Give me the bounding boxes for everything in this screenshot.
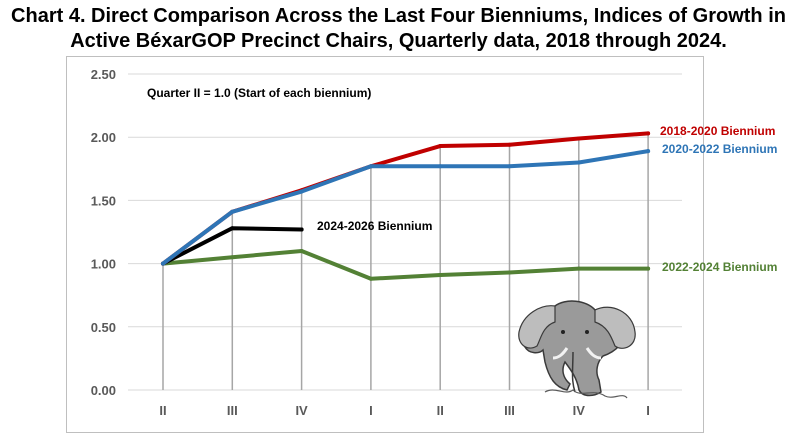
data-point	[438, 144, 443, 149]
series-label: 2018-2020 Biennium	[660, 124, 775, 138]
data-point	[646, 131, 651, 136]
x-tick-label: III	[504, 403, 515, 418]
data-point	[299, 227, 304, 232]
y-tick-label: 2.50	[91, 67, 116, 82]
data-point	[507, 142, 512, 147]
series-line	[161, 131, 651, 266]
chart-annotation: Quarter II = 1.0 (Start of each biennium…	[147, 86, 371, 100]
data-point	[438, 272, 443, 277]
y-tick-label: 1.00	[91, 257, 116, 272]
data-point	[438, 164, 443, 169]
elephant-illustration	[518, 300, 636, 399]
data-point	[230, 209, 235, 214]
x-axis-ticks: II III IV I II III IV I	[159, 403, 650, 418]
data-point	[299, 248, 304, 253]
data-point	[576, 136, 581, 141]
data-point	[646, 266, 651, 271]
series-label: 2020-2022 Biennium	[662, 142, 777, 156]
series-labels: 2018-2020 Biennium 2020-2022 Biennium 2022…	[317, 124, 777, 274]
chart-title-line-2: Active BéxarGOP Precinct Chairs, Quarter…	[70, 30, 727, 52]
series-line	[161, 149, 651, 266]
x-tick-label: IV	[295, 403, 308, 418]
x-tick-label: IV	[573, 403, 586, 418]
data-point	[507, 270, 512, 275]
series-label: 2024-2026 Biennium	[317, 219, 432, 233]
data-point	[368, 276, 373, 281]
data-point	[576, 160, 581, 165]
series-line	[161, 248, 651, 281]
data-point	[161, 261, 165, 266]
data-point	[646, 149, 651, 154]
y-tick-label: 0.50	[91, 320, 116, 335]
x-tick-label: III	[227, 403, 238, 418]
x-tick-label: II	[159, 403, 166, 418]
data-point	[230, 226, 235, 231]
data-point	[299, 189, 304, 194]
series-lines	[161, 131, 651, 281]
series-label: 2022-2024 Biennium	[662, 260, 777, 274]
y-axis-ticks: 0.00 0.50 1.00 1.50 2.00 2.50	[91, 67, 116, 398]
data-point	[230, 255, 235, 260]
data-point	[368, 164, 373, 169]
y-tick-label: 0.00	[91, 383, 116, 398]
x-tick-label: I	[369, 403, 373, 418]
data-point	[576, 266, 581, 271]
y-tick-label: 2.00	[91, 130, 116, 145]
y-tick-label: 1.50	[91, 193, 116, 208]
x-tick-label: II	[437, 403, 444, 418]
chart-title: Chart 4. Direct Comparison Across the La…	[0, 4, 797, 54]
x-tick-label: I	[646, 403, 650, 418]
data-point	[507, 164, 512, 169]
chart-title-line-1: Chart 4. Direct Comparison Across the La…	[11, 5, 786, 27]
